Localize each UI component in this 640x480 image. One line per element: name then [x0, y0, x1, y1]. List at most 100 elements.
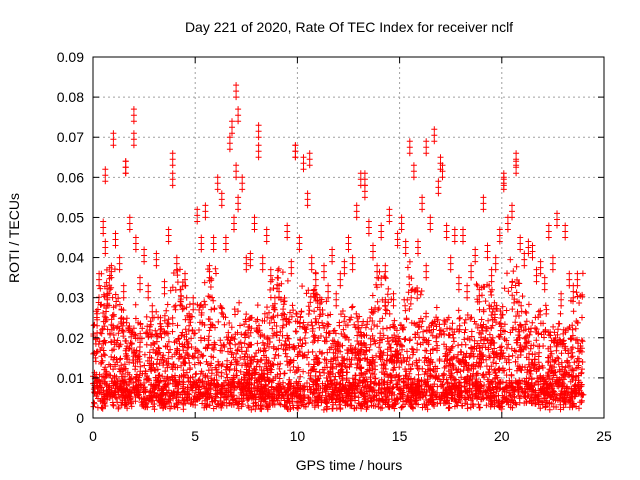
roti-point: [182, 326, 189, 333]
roti-point: [376, 339, 383, 346]
roti-point: [158, 391, 165, 398]
roti-point: [99, 326, 106, 333]
roti-point: [231, 220, 237, 227]
roti-point: [206, 294, 213, 300]
roti-point: [501, 285, 508, 292]
roti-point: [109, 312, 116, 319]
roti-point: [559, 363, 566, 370]
roti-point: [491, 339, 498, 346]
roti-point: [130, 360, 137, 367]
roti-point: [315, 383, 322, 389]
roti-point: [466, 377, 473, 384]
roti-point: [362, 396, 369, 403]
roti-point: [431, 126, 438, 133]
roti-point: [296, 378, 302, 385]
roti-point: [498, 343, 505, 350]
roti-point: [178, 362, 185, 369]
roti-point: [454, 402, 461, 409]
roti-point: [393, 381, 400, 388]
roti-point: [312, 270, 319, 277]
roti-point: [368, 402, 375, 409]
roti-point: [169, 373, 175, 380]
roti-point: [536, 363, 543, 370]
roti-point: [548, 400, 555, 407]
roti-point: [120, 366, 127, 372]
roti-point: [503, 307, 510, 314]
roti-point: [546, 392, 553, 399]
roti-point: [235, 206, 242, 213]
roti-point: [255, 376, 262, 383]
roti-point: [540, 329, 547, 335]
roti-point: [134, 389, 141, 396]
roti-point: [504, 220, 511, 227]
roti-point: [568, 367, 575, 374]
roti-point: [557, 368, 563, 375]
roti-point: [459, 402, 466, 409]
roti-point: [371, 397, 378, 404]
roti-point: [493, 385, 500, 392]
roti-point: [521, 343, 528, 350]
roti-point: [424, 376, 431, 383]
roti-point: [123, 379, 130, 385]
roti-point: [447, 266, 454, 273]
roti-point: [118, 314, 125, 321]
roti-point: [319, 319, 326, 326]
roti-point: [509, 279, 516, 286]
roti-point: [148, 333, 155, 340]
roti-point: [562, 364, 569, 371]
roti-point: [382, 262, 389, 269]
roti-point: [470, 353, 477, 360]
roti-point: [174, 364, 181, 371]
roti-point: [325, 282, 332, 289]
roti-point: [114, 359, 121, 366]
roti-point: [213, 270, 219, 277]
roti-point: [440, 376, 447, 383]
roti-point: [538, 376, 544, 383]
roti-point: [132, 301, 139, 308]
roti-point: [222, 240, 229, 247]
roti-point: [470, 361, 477, 368]
roti-point: [167, 287, 174, 294]
roti-point: [516, 328, 523, 335]
roti-point: [101, 393, 108, 400]
roti-point: [169, 320, 176, 327]
roti-point: [153, 262, 160, 269]
roti-point: [182, 276, 188, 283]
roti-point: [304, 321, 311, 328]
roti-point: [424, 370, 430, 377]
y-tick-label: 0.08: [57, 89, 84, 105]
roti-point: [364, 366, 371, 373]
roti-point: [385, 285, 392, 292]
roti-point: [280, 322, 287, 329]
roti-point: [374, 298, 381, 305]
roti-point: [375, 401, 382, 408]
roti-point: [545, 228, 552, 235]
roti-point: [286, 376, 293, 383]
roti-point: [562, 222, 569, 229]
roti-point: [218, 342, 225, 349]
roti-point: [400, 378, 407, 385]
roti-point: [306, 383, 313, 390]
roti-point: [490, 359, 497, 366]
roti-point: [570, 294, 577, 301]
roti-point: [274, 274, 281, 281]
roti-point: [145, 282, 152, 289]
roti-point: [371, 322, 378, 328]
roti-point: [505, 384, 511, 391]
roti-point: [430, 346, 436, 352]
roti-point: [267, 339, 273, 345]
roti-point: [292, 142, 299, 149]
roti-point: [169, 314, 176, 321]
roti-point: [367, 314, 374, 321]
roti-point: [134, 354, 141, 361]
roti-point: [395, 337, 402, 344]
roti-point: [371, 337, 378, 343]
roti-point: [299, 340, 306, 347]
roti-point: [324, 378, 331, 385]
roti-point: [321, 262, 327, 269]
roti-point: [225, 381, 232, 388]
roti-point: [169, 376, 176, 383]
roti-point: [579, 392, 586, 398]
roti-point: [101, 293, 108, 300]
roti-point: [152, 327, 159, 334]
